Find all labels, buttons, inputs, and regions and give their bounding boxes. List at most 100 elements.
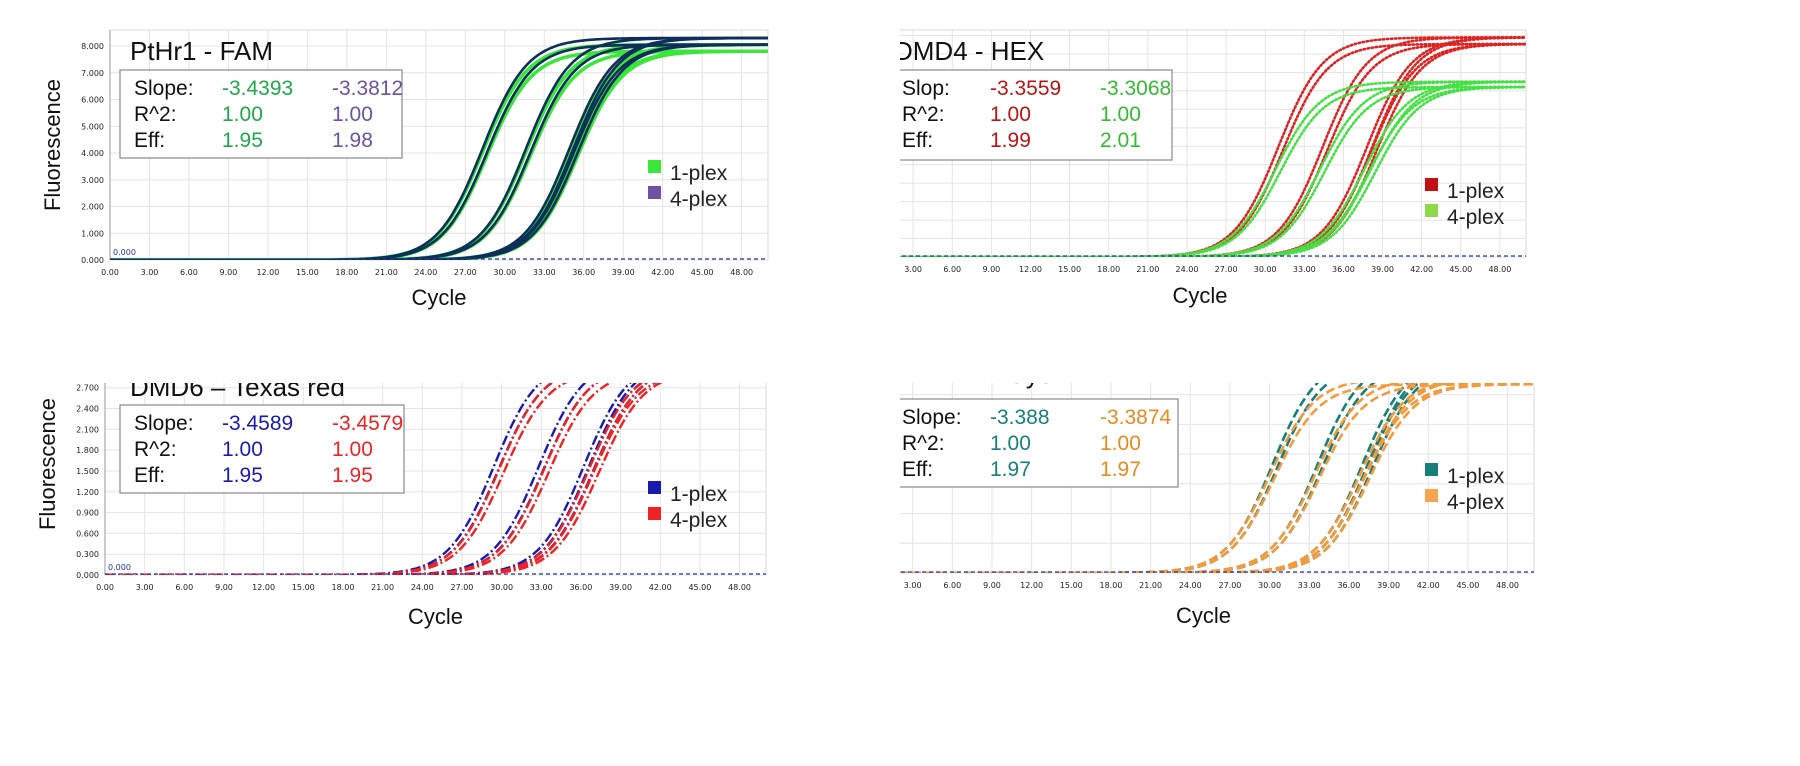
legend-swatch	[1425, 489, 1438, 502]
legend-label: 4-plex	[1447, 206, 1505, 229]
x-axis-label: Cycle	[411, 285, 466, 310]
stats-1plex-value: -3.3559	[990, 77, 1061, 100]
x-tick-label: 21.00	[1136, 265, 1159, 274]
x-tick-label: 18.00	[1097, 265, 1120, 274]
stats-row-label: R^2:	[902, 103, 945, 126]
x-tick-label: 30.00	[1258, 581, 1281, 590]
stats-4plex-value: -3.3874	[1100, 406, 1172, 429]
x-tick-label: 15.00	[296, 268, 319, 277]
y-tick-label: 2.400	[76, 405, 99, 414]
x-tick-label: 39.00	[609, 583, 632, 592]
x-tick-label: 12.00	[256, 268, 279, 277]
legend-swatch	[1425, 463, 1438, 476]
y-tick-label: 1.200	[76, 488, 99, 497]
y-tick-label: 1.000	[81, 229, 104, 238]
stats-row-label: Eff:	[902, 458, 933, 481]
x-tick-label: 33.00	[530, 583, 553, 592]
stats-box	[900, 69, 1173, 161]
series-curve-4-plex	[900, 383, 1534, 573]
x-tick-label: 30.00	[1254, 265, 1277, 274]
x-tick-label: 42.00	[651, 268, 674, 277]
y-tick-label: 5.000	[81, 122, 104, 131]
stats-box	[119, 404, 405, 494]
x-tick-label: 42.00	[649, 583, 672, 592]
chart-title: DMD4 - HEX	[900, 36, 1044, 66]
x-tick-label: 45.00	[1449, 265, 1472, 274]
chart-title: DMD6 – Texas red	[130, 383, 345, 402]
stats-row-label: Slope:	[134, 412, 194, 435]
x-tick-label: 18.00	[332, 583, 355, 592]
x-tick-label: 33.00	[533, 268, 556, 277]
stats-row-label: Eff:	[902, 129, 933, 152]
stats-row-label: Eff:	[134, 129, 165, 152]
series-curve-4-plex	[900, 383, 1361, 573]
legend-label: 4-plex	[670, 509, 728, 532]
x-tick-label: 21.00	[371, 583, 394, 592]
x-tick-label: 27.00	[1215, 265, 1238, 274]
x-tick-label: 18.00	[335, 268, 358, 277]
stats-1plex-value: -3.4589	[222, 412, 293, 435]
series-curve-4-plex	[900, 85, 1526, 257]
x-tick-label: 6.00	[180, 268, 198, 277]
x-tick-label: 45.00	[1456, 581, 1479, 590]
stats-4plex-value: -3.4579	[332, 412, 403, 435]
stats-1plex-value: 1.00	[222, 103, 263, 126]
x-tick-label: 0.00	[101, 268, 119, 277]
stats-row-label: Slope:	[902, 406, 962, 429]
x-tick-label: 33.00	[1298, 581, 1321, 590]
x-tick-label: 15.00	[1058, 265, 1081, 274]
chart-svg-dmd47-cy5: 0.003.006.009.0012.0015.0018.0021.0024.0…	[900, 383, 1535, 628]
stats-row-label: R^2:	[902, 432, 945, 455]
x-tick-label: 27.00	[454, 268, 477, 277]
stats-4plex-value: 1.97	[1100, 458, 1141, 481]
chart-panel-pthr1-fam: 0.00 3.00 6.00 9.00 12.00 15.00 18.00 21.00 24.0…	[0, 0, 900, 360]
x-axis-label: Cycle	[1172, 283, 1227, 308]
stats-row-label: R^2:	[134, 438, 177, 461]
stats-4plex-value: 1.00	[332, 438, 373, 461]
y-tick-label: 2.700	[76, 384, 99, 393]
x-axis-label: Cycle	[1176, 603, 1231, 628]
series-curve-4-plex	[900, 85, 1526, 257]
stats-1plex-value: 1.00	[222, 438, 263, 461]
x-tick-label: 0.00	[96, 583, 114, 592]
series-curve-1-plex	[105, 383, 542, 575]
x-tick-label: 39.00	[1377, 581, 1400, 590]
series-curve-4-plex	[105, 383, 568, 575]
legend-label: 4-plex	[670, 188, 728, 211]
y-tick-label: 1.500	[76, 467, 99, 476]
legend-label: 4-plex	[1447, 491, 1505, 514]
x-tick-label: 3.00	[904, 581, 922, 590]
stats-1plex-value: 1.97	[990, 458, 1031, 481]
legend-swatch	[1425, 204, 1438, 217]
stats-1plex-value: 1.95	[222, 464, 263, 487]
x-tick-label: 12.00	[252, 583, 275, 592]
x-tick-label: 27.00	[450, 583, 473, 592]
y-tick-label: 4.000	[81, 149, 104, 158]
y-axis-label: Fluorescence	[40, 79, 65, 211]
stats-4plex-value: 1.95	[332, 464, 373, 487]
chart-title: PtHr1 - FAM	[130, 36, 273, 66]
x-tick-label: 42.00	[1417, 581, 1440, 590]
stats-box	[900, 398, 1179, 488]
stats-1plex-value: 1.99	[990, 129, 1031, 152]
y-tick-label: 0.300	[76, 550, 99, 559]
legend-swatch	[648, 186, 661, 199]
chart-title: DMD47 – Cy5	[900, 383, 1053, 389]
stats-1plex-value: 1.95	[222, 129, 263, 152]
y-tick-label: 0.900	[76, 509, 99, 518]
x-tick-label: 24.00	[1179, 581, 1202, 590]
y-tick-label: 3.000	[81, 176, 104, 185]
legend-swatch	[648, 481, 661, 494]
stats-4plex-value: -3.3068	[1100, 77, 1171, 100]
x-tick-label: 24.00	[414, 268, 437, 277]
stats-4plex-value: 2.01	[1100, 129, 1141, 152]
x-tick-label: 39.00	[612, 268, 635, 277]
x-tick-label: 6.00	[943, 265, 961, 274]
x-tick-label: 6.00	[175, 583, 193, 592]
x-tick-label: 18.00	[1100, 581, 1123, 590]
baseline-label: 0.000	[113, 248, 136, 257]
x-axis-label: Cycle	[408, 604, 463, 629]
legend-swatch	[648, 507, 661, 520]
x-tick-label: 21.00	[375, 268, 398, 277]
x-tick-label: 12.00	[1019, 265, 1042, 274]
